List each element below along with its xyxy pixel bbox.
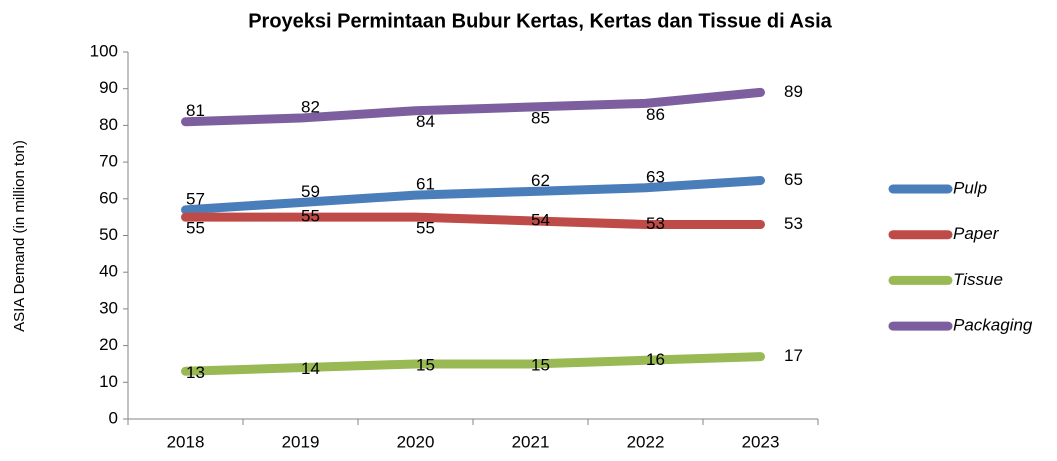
- data-label: 53: [784, 214, 803, 233]
- y-tick-label: 80: [99, 115, 118, 134]
- data-label: 55: [301, 207, 320, 226]
- y-tick-label: 90: [99, 78, 118, 97]
- legend-label: Packaging: [953, 316, 1033, 335]
- data-label: 15: [531, 355, 550, 374]
- data-label: 54: [531, 210, 550, 229]
- x-tick-label: 2022: [627, 432, 665, 451]
- y-tick-label: 0: [109, 408, 118, 427]
- data-label: 55: [416, 219, 435, 238]
- y-tick-label: 70: [99, 152, 118, 171]
- data-label: 14: [301, 359, 320, 378]
- data-label: 16: [646, 350, 665, 369]
- series-line: [181, 175, 765, 215]
- data-label: 59: [301, 182, 320, 201]
- legend-label: Paper: [953, 224, 1000, 243]
- data-label: 86: [646, 105, 665, 124]
- data-label: 62: [531, 171, 550, 190]
- data-label: 84: [416, 112, 435, 131]
- data-label: 15: [416, 355, 435, 374]
- y-axis-label: ASIA Demand (in million ton): [11, 140, 28, 332]
- x-tick-label: 2019: [282, 432, 320, 451]
- data-label: 53: [646, 214, 665, 233]
- series-line: [181, 87, 765, 127]
- data-label: 82: [301, 98, 320, 117]
- data-label: 17: [784, 346, 803, 365]
- chart-title: Proyeksi Permintaan Bubur Kertas, Kertas…: [248, 10, 832, 32]
- data-label: 85: [531, 109, 550, 128]
- y-tick-label: 30: [99, 298, 118, 317]
- data-label: 89: [784, 82, 803, 101]
- series-line: [181, 212, 765, 229]
- data-label: 13: [186, 363, 205, 382]
- data-label: 65: [784, 170, 803, 189]
- legend-label: Tissue: [953, 270, 1003, 289]
- y-tick-label: 10: [99, 372, 118, 391]
- data-label: 61: [416, 175, 435, 194]
- x-tick-label: 2023: [742, 432, 780, 451]
- y-tick-label: 20: [99, 335, 118, 354]
- data-label: 63: [646, 167, 665, 186]
- y-tick-label: 40: [99, 262, 118, 281]
- x-tick-label: 2021: [512, 432, 550, 451]
- data-label: 55: [186, 219, 205, 238]
- y-tick-label: 60: [99, 188, 118, 207]
- y-tick-label: 50: [99, 225, 118, 244]
- x-tick-label: 2020: [397, 432, 435, 451]
- legend-label: Pulp: [953, 178, 987, 197]
- data-label: 81: [186, 101, 205, 120]
- x-tick-label: 2018: [167, 432, 205, 451]
- data-label: 57: [186, 189, 205, 208]
- y-tick-label: 100: [90, 41, 118, 60]
- series-line: [181, 352, 765, 376]
